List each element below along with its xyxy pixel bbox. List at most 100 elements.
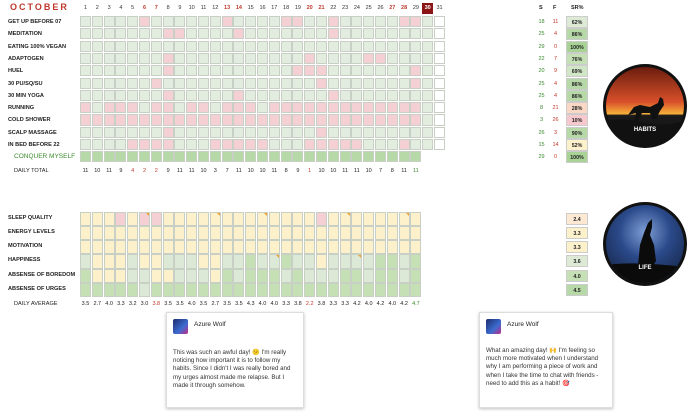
life-cell[interactable]	[233, 268, 245, 283]
life-cell[interactable]	[186, 240, 198, 255]
conquer-cell[interactable]	[280, 151, 292, 163]
life-cell[interactable]	[198, 240, 209, 255]
habit-cell[interactable]	[292, 77, 304, 89]
life-cell[interactable]	[386, 240, 398, 255]
habit-cell[interactable]	[434, 40, 445, 52]
habit-cell[interactable]	[127, 65, 139, 77]
habit-cell[interactable]	[386, 114, 398, 126]
life-cell[interactable]	[115, 226, 127, 241]
life-cell[interactable]	[233, 254, 245, 269]
life-cell[interactable]	[221, 268, 233, 283]
habit-cell[interactable]	[386, 126, 398, 138]
life-cell[interactable]	[316, 282, 327, 297]
habit-cell[interactable]	[162, 114, 174, 126]
habit-cell[interactable]	[351, 102, 363, 114]
life-cell[interactable]	[233, 282, 245, 297]
life-cell[interactable]	[91, 268, 103, 283]
life-cell[interactable]	[198, 268, 209, 283]
habit-cell[interactable]	[339, 89, 351, 101]
conquer-cell[interactable]	[115, 151, 127, 163]
habit-cell[interactable]	[422, 89, 434, 101]
life-cell[interactable]	[127, 268, 139, 283]
habit-cell[interactable]	[103, 77, 115, 89]
life-cell[interactable]	[245, 212, 257, 227]
habit-cell[interactable]	[80, 102, 91, 114]
habit-cell[interactable]	[434, 28, 445, 40]
habit-cell[interactable]	[115, 89, 127, 101]
habit-cell[interactable]	[257, 65, 268, 77]
habit-cell[interactable]	[162, 40, 174, 52]
habit-cell[interactable]	[233, 114, 245, 126]
habit-cell[interactable]	[91, 89, 103, 101]
life-cell[interactable]	[316, 268, 327, 283]
habit-cell[interactable]	[115, 126, 127, 138]
habit-cell[interactable]	[221, 126, 233, 138]
life-cell[interactable]	[162, 268, 174, 283]
conquer-cell[interactable]	[257, 151, 268, 163]
habit-cell[interactable]	[434, 139, 445, 151]
life-cell[interactable]	[221, 240, 233, 255]
life-cell[interactable]	[174, 226, 186, 241]
life-cell[interactable]	[174, 254, 186, 269]
life-cell[interactable]	[386, 212, 398, 227]
life-cell[interactable]	[150, 282, 162, 297]
habit-cell[interactable]	[268, 139, 280, 151]
habit-cell[interactable]	[375, 126, 386, 138]
habit-cell[interactable]	[91, 114, 103, 126]
life-cell[interactable]	[257, 254, 268, 269]
conquer-cell[interactable]	[103, 151, 115, 163]
life-cell[interactable]	[363, 282, 375, 297]
life-cell[interactable]	[80, 254, 91, 269]
habit-cell[interactable]	[233, 126, 245, 138]
habit-cell[interactable]	[103, 40, 115, 52]
habit-cell[interactable]	[103, 65, 115, 77]
habit-cell[interactable]	[91, 40, 103, 52]
habit-cell[interactable]	[339, 40, 351, 52]
habit-cell[interactable]	[115, 102, 127, 114]
habit-cell[interactable]	[221, 102, 233, 114]
life-cell[interactable]	[139, 268, 150, 283]
habit-cell[interactable]	[280, 89, 292, 101]
habit-cell[interactable]	[351, 28, 363, 40]
habit-cell[interactable]	[174, 77, 186, 89]
life-cell[interactable]	[327, 254, 339, 269]
habit-cell[interactable]	[186, 139, 198, 151]
habit-cell[interactable]	[292, 16, 304, 28]
habit-cell[interactable]	[80, 28, 91, 40]
habit-cell[interactable]	[245, 102, 257, 114]
habit-cell[interactable]	[386, 89, 398, 101]
habit-cell[interactable]	[174, 139, 186, 151]
habit-cell[interactable]	[103, 126, 115, 138]
habit-cell[interactable]	[339, 65, 351, 77]
habit-cell[interactable]	[221, 40, 233, 52]
habit-cell[interactable]	[91, 52, 103, 65]
habit-cell[interactable]	[186, 16, 198, 28]
habit-cell[interactable]	[139, 114, 150, 126]
habit-cell[interactable]	[162, 89, 174, 101]
habit-cell[interactable]	[186, 52, 198, 65]
life-cell[interactable]	[139, 282, 150, 297]
life-cell[interactable]	[398, 268, 410, 283]
habit-cell[interactable]	[280, 77, 292, 89]
habit-cell[interactable]	[127, 77, 139, 89]
life-cell[interactable]	[292, 240, 304, 255]
life-cell[interactable]	[268, 268, 280, 283]
conquer-cell[interactable]	[316, 151, 327, 163]
habit-cell[interactable]	[292, 89, 304, 101]
life-cell[interactable]	[150, 212, 162, 227]
habit-cell[interactable]	[280, 139, 292, 151]
habit-cell[interactable]	[316, 28, 327, 40]
habit-cell[interactable]	[304, 65, 316, 77]
habit-cell[interactable]	[103, 52, 115, 65]
habit-cell[interactable]	[139, 126, 150, 138]
life-cell[interactable]	[398, 240, 410, 255]
habit-cell[interactable]	[139, 139, 150, 151]
habit-cell[interactable]	[103, 89, 115, 101]
habit-cell[interactable]	[351, 89, 363, 101]
habit-cell[interactable]	[174, 65, 186, 77]
life-cell[interactable]	[186, 282, 198, 297]
life-cell[interactable]	[339, 282, 351, 297]
conquer-cell[interactable]	[304, 151, 316, 163]
habit-cell[interactable]	[257, 126, 268, 138]
life-cell[interactable]	[127, 282, 139, 297]
